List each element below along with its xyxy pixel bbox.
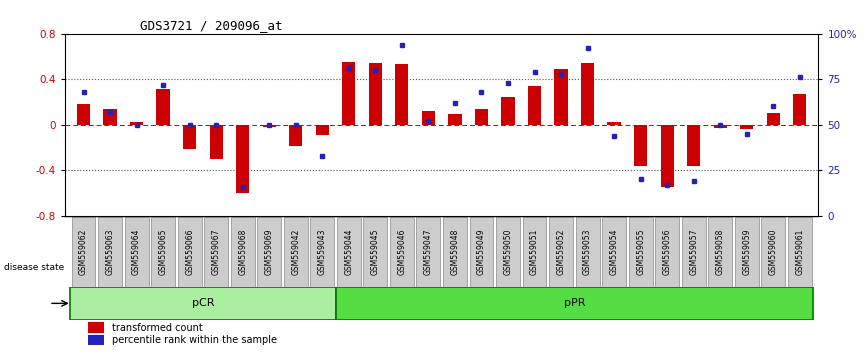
Bar	[236, 125, 249, 193]
Text: GSM559051: GSM559051	[530, 228, 539, 275]
FancyBboxPatch shape	[417, 217, 440, 287]
Bar	[422, 111, 435, 125]
FancyBboxPatch shape	[496, 217, 520, 287]
Text: GSM559056: GSM559056	[662, 228, 672, 275]
FancyBboxPatch shape	[152, 217, 175, 287]
Bar	[130, 122, 143, 125]
Text: GSM559046: GSM559046	[397, 228, 406, 275]
Bar	[634, 125, 647, 166]
Bar	[449, 114, 462, 125]
Bar	[70, 287, 335, 320]
Text: GSM559060: GSM559060	[769, 228, 778, 275]
Bar	[475, 109, 488, 125]
Text: GSM559053: GSM559053	[583, 228, 592, 275]
Bar	[183, 125, 197, 149]
Bar	[501, 97, 514, 125]
FancyBboxPatch shape	[708, 217, 732, 287]
FancyBboxPatch shape	[682, 217, 706, 287]
Bar	[395, 64, 409, 125]
Bar	[607, 122, 621, 125]
Text: GSM559052: GSM559052	[557, 228, 565, 275]
Text: GSM559069: GSM559069	[265, 228, 274, 275]
FancyBboxPatch shape	[549, 217, 573, 287]
Bar	[210, 125, 223, 159]
FancyBboxPatch shape	[98, 217, 122, 287]
Bar	[87, 322, 104, 333]
Bar	[554, 69, 568, 125]
Text: GSM559042: GSM559042	[291, 228, 301, 275]
Text: GSM559048: GSM559048	[450, 228, 460, 275]
FancyBboxPatch shape	[284, 217, 307, 287]
Bar	[87, 335, 104, 345]
FancyBboxPatch shape	[230, 217, 255, 287]
Bar	[77, 104, 90, 125]
Bar	[369, 63, 382, 125]
Text: GSM559063: GSM559063	[106, 228, 114, 275]
Bar	[766, 113, 780, 125]
Text: GDS3721 / 209096_at: GDS3721 / 209096_at	[140, 19, 283, 33]
FancyBboxPatch shape	[364, 217, 387, 287]
Bar	[714, 125, 727, 128]
Text: GSM559066: GSM559066	[185, 228, 194, 275]
Text: GSM559050: GSM559050	[503, 228, 513, 275]
FancyBboxPatch shape	[337, 217, 361, 287]
Bar	[342, 62, 355, 125]
FancyBboxPatch shape	[761, 217, 785, 287]
FancyBboxPatch shape	[602, 217, 626, 287]
Text: pCR: pCR	[191, 298, 214, 308]
FancyBboxPatch shape	[178, 217, 202, 287]
Text: GSM559057: GSM559057	[689, 228, 698, 275]
Text: GSM559055: GSM559055	[637, 228, 645, 275]
Bar	[793, 94, 806, 125]
Text: GSM559049: GSM559049	[477, 228, 486, 275]
FancyBboxPatch shape	[576, 217, 599, 287]
Bar	[581, 63, 594, 125]
Bar	[289, 125, 302, 146]
Text: GSM559064: GSM559064	[132, 228, 141, 275]
Text: percentile rank within the sample: percentile rank within the sample	[112, 335, 276, 345]
Text: transformed count: transformed count	[112, 322, 203, 332]
FancyBboxPatch shape	[522, 217, 546, 287]
Text: GSM559044: GSM559044	[345, 228, 353, 275]
FancyBboxPatch shape	[72, 217, 95, 287]
Text: GSM559062: GSM559062	[79, 228, 88, 275]
Text: disease state: disease state	[4, 263, 65, 272]
FancyBboxPatch shape	[788, 217, 811, 287]
FancyBboxPatch shape	[629, 217, 653, 287]
Bar	[103, 109, 117, 125]
Text: pPR: pPR	[564, 298, 585, 308]
FancyBboxPatch shape	[310, 217, 334, 287]
Text: GSM559058: GSM559058	[715, 228, 725, 275]
Bar	[661, 125, 674, 187]
Text: GSM559054: GSM559054	[610, 228, 618, 275]
Bar	[687, 125, 701, 166]
Bar	[335, 287, 813, 320]
FancyBboxPatch shape	[656, 217, 679, 287]
Bar	[740, 125, 753, 129]
Text: GSM559067: GSM559067	[211, 228, 221, 275]
Text: GSM559061: GSM559061	[795, 228, 805, 275]
Bar	[262, 125, 276, 127]
FancyBboxPatch shape	[735, 217, 759, 287]
FancyBboxPatch shape	[469, 217, 494, 287]
FancyBboxPatch shape	[204, 217, 228, 287]
Text: GSM559065: GSM559065	[158, 228, 168, 275]
FancyBboxPatch shape	[257, 217, 281, 287]
Bar	[157, 89, 170, 125]
Bar	[528, 86, 541, 125]
Text: GSM559068: GSM559068	[238, 228, 247, 275]
FancyBboxPatch shape	[443, 217, 467, 287]
Text: GSM559047: GSM559047	[423, 228, 433, 275]
Text: GSM559043: GSM559043	[318, 228, 326, 275]
FancyBboxPatch shape	[125, 217, 148, 287]
FancyBboxPatch shape	[390, 217, 414, 287]
Text: GSM559059: GSM559059	[742, 228, 751, 275]
Text: GSM559045: GSM559045	[371, 228, 380, 275]
Bar	[315, 125, 329, 135]
